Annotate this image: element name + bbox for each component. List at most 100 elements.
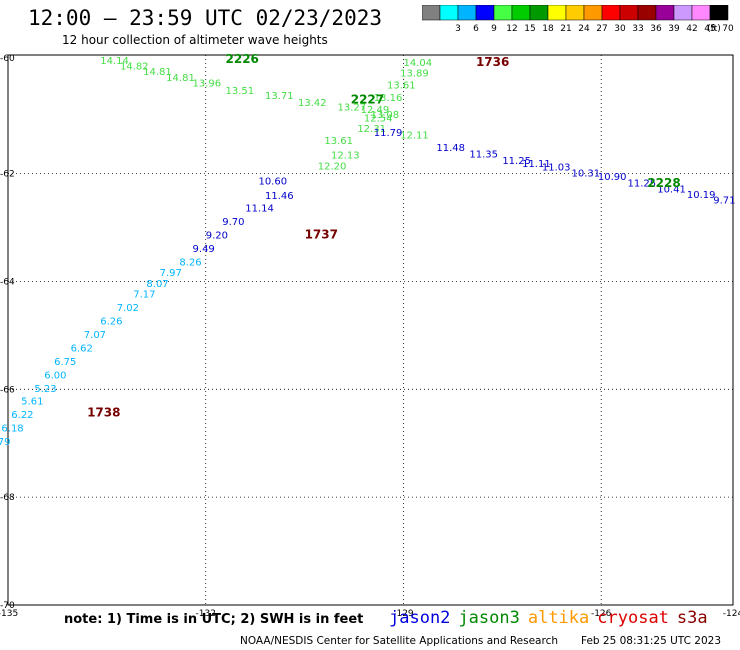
wave-height-value: 12.31 bbox=[357, 124, 386, 135]
wave-height-value: 10.19 bbox=[687, 190, 716, 201]
latitude-tick-label: -68 bbox=[0, 493, 15, 503]
color-scale-label: 33 bbox=[632, 24, 643, 34]
color-scale-label: 36 bbox=[650, 24, 662, 34]
color-scale-label: 21 bbox=[560, 24, 571, 34]
color-scale-label: 45 bbox=[704, 24, 715, 34]
wave-height-value: 8.07 bbox=[146, 279, 168, 290]
wave-height-value: 11.46 bbox=[265, 191, 294, 202]
legend-item-altika: altika bbox=[527, 608, 590, 628]
wave-height-value: 14.81 bbox=[143, 67, 172, 78]
longitude-tick-label: -126 bbox=[591, 609, 612, 619]
wave-height-value: 11.79 bbox=[374, 128, 403, 139]
color-scale-label: 18 bbox=[542, 24, 554, 34]
color-swatch bbox=[709, 5, 729, 21]
color-scale-unit: (ft) bbox=[707, 24, 721, 34]
legend-item-cryosat: cryosat bbox=[597, 608, 669, 628]
wave-height-value: 5.61 bbox=[21, 396, 43, 407]
wave-height-value: 12.11 bbox=[400, 131, 429, 142]
legend-item-s3a: s3a bbox=[676, 608, 708, 628]
wave-height-value: 13.89 bbox=[400, 69, 429, 80]
wave-height-value: 6.18 bbox=[1, 423, 23, 434]
wave-height-value: 10.41 bbox=[657, 185, 686, 196]
satellite-legend: jason2 jason3 altika cryosat s3a bbox=[389, 608, 716, 628]
wave-height-value: 14.14 bbox=[100, 56, 129, 67]
wave-height-value: 6.75 bbox=[54, 357, 76, 368]
wave-height-value: 13.08 bbox=[371, 110, 400, 121]
legend-item-jason2: jason2 bbox=[389, 608, 451, 628]
wave-height-value: 6.00 bbox=[44, 371, 66, 382]
wave-height-value: 12.13 bbox=[331, 151, 360, 162]
color-scale-label: 70 bbox=[722, 24, 734, 34]
wave-height-value: 7.97 bbox=[160, 268, 182, 279]
timestamp: Feb 25 08:31:25 UTC 2023 bbox=[581, 635, 721, 647]
color-scale-label: 42 bbox=[686, 24, 697, 34]
wave-height-value: 7.17 bbox=[133, 290, 155, 301]
page-subtitle: 12 hour collection of altimeter wave hei… bbox=[62, 33, 328, 47]
wave-height-value: 9.49 bbox=[193, 244, 215, 255]
color-scale-label: 39 bbox=[668, 24, 680, 34]
latitude-tick-label: -62 bbox=[0, 170, 15, 180]
wave-height-value: 6.26 bbox=[100, 317, 122, 328]
wave-height-value: 13.61 bbox=[387, 80, 416, 91]
longitude-tick-label: -132 bbox=[196, 609, 216, 619]
wave-height-value: 6.22 bbox=[11, 410, 33, 421]
latitude-tick-label: -64 bbox=[0, 277, 15, 287]
page-title: 12:00 — 23:59 UTC 02/23/2023 bbox=[28, 6, 383, 30]
wave-height-value: 12.54 bbox=[364, 113, 393, 124]
longitude-tick-label: -124 bbox=[723, 609, 740, 619]
wave-height-value: 6.79 bbox=[0, 437, 10, 448]
wave-height-value: 11.35 bbox=[469, 149, 498, 160]
pass-time-label: 2226 bbox=[226, 52, 259, 66]
pass-time-label: 1737 bbox=[305, 227, 338, 241]
wave-height-value: 13.16 bbox=[374, 93, 403, 104]
latitude-tick-label: -70 bbox=[0, 601, 15, 611]
legend-item-jason3: jason3 bbox=[458, 608, 520, 628]
pass-time-label: 2228 bbox=[647, 176, 680, 190]
units-note: note: 1) Time is in UTC; 2) SWH is in fe… bbox=[64, 612, 364, 627]
wave-height-value: 14.04 bbox=[403, 58, 432, 69]
wave-height-value: 11.25 bbox=[502, 156, 531, 167]
latitude-tick-label: -66 bbox=[0, 385, 15, 395]
wave-height-value: 9.70 bbox=[222, 217, 244, 228]
wave-height-value: 13.96 bbox=[193, 78, 222, 89]
color-scale-bar: 3 6 9 12 15 18 21 24 27 30 33 36 39 42 45 70(ft) bbox=[422, 5, 734, 34]
wave-height-value: 13.42 bbox=[298, 98, 327, 109]
color-scale-label: 3 bbox=[455, 24, 461, 34]
wave-height-value: 14.81 bbox=[166, 73, 195, 84]
wave-height-value: 11.11 bbox=[522, 159, 551, 170]
wave-height-value: 9.71 bbox=[713, 195, 735, 206]
wave-height-value: 13.27 bbox=[338, 103, 367, 114]
wave-height-value: 13.51 bbox=[226, 86, 255, 97]
wave-height-value: 13.61 bbox=[324, 136, 353, 147]
wave-height-value: 10.90 bbox=[598, 172, 627, 183]
wave-height-value: 11.25 bbox=[628, 179, 657, 190]
wave-height-value: 11.14 bbox=[245, 203, 274, 214]
wave-height-value: 8.26 bbox=[179, 257, 201, 268]
wave-height-value: 7.02 bbox=[117, 303, 139, 314]
pass-time-label: 1736 bbox=[476, 55, 509, 69]
wave-height-value: 6.62 bbox=[71, 344, 93, 355]
pass-time-label: 2227 bbox=[351, 93, 384, 107]
wave-height-value: 10.60 bbox=[258, 176, 287, 187]
wave-height-value: 10.31 bbox=[572, 168, 601, 179]
pass-time-label: 1738 bbox=[87, 405, 120, 419]
longitude-tick-label: -135 bbox=[0, 609, 18, 619]
wave-height-value: 14.82 bbox=[120, 62, 149, 73]
wave-height-value: 13.71 bbox=[265, 91, 294, 102]
map-frame bbox=[7, 54, 734, 606]
color-scale-label: 15 bbox=[524, 24, 535, 34]
latitude-tick-label: -60 bbox=[0, 54, 15, 64]
color-scale-label: 12 bbox=[506, 24, 517, 34]
credit-line: NOAA/NESDIS Center for Satellite Applica… bbox=[240, 635, 558, 647]
wave-height-value: 7.07 bbox=[84, 330, 106, 341]
wave-height-value: 12.49 bbox=[361, 105, 390, 116]
color-scale-label: 30 bbox=[614, 24, 626, 34]
color-scale-label: 6 bbox=[473, 24, 479, 34]
wave-height-value: 5.23 bbox=[34, 384, 56, 395]
color-scale-label: 9 bbox=[491, 24, 497, 34]
wave-height-value: 11.03 bbox=[542, 162, 571, 173]
color-scale-label: 24 bbox=[578, 24, 590, 34]
wave-height-value: 9.20 bbox=[206, 230, 228, 241]
color-scale-label: 27 bbox=[596, 24, 607, 34]
